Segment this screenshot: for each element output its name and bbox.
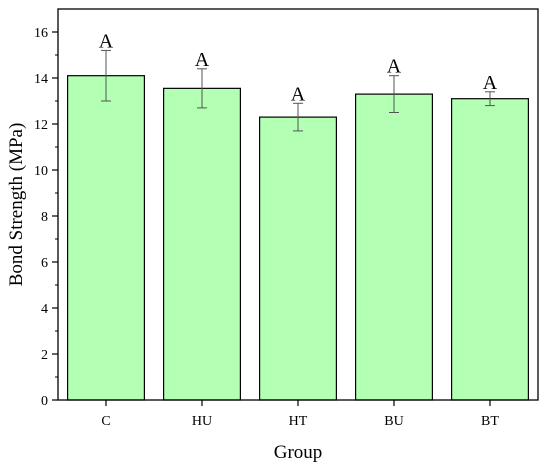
x-tick-label-HU: HU bbox=[192, 414, 212, 429]
y-axis-title: Bond Strength (MPa) bbox=[6, 123, 27, 287]
y-tick-label-14: 14 bbox=[34, 72, 48, 87]
x-axis-ticks: C HU HT BU BT bbox=[101, 400, 499, 429]
bar-BT bbox=[451, 98, 530, 401]
bar-HU bbox=[163, 87, 242, 401]
x-tick-label-HT: HT bbox=[289, 414, 308, 429]
y-tick-label-2: 2 bbox=[41, 348, 48, 363]
y-tick-label-16: 16 bbox=[34, 26, 48, 41]
x-tick-label-C: C bbox=[101, 414, 110, 429]
y-tick-label-4: 4 bbox=[41, 302, 48, 317]
significance-labels-layer: A A A A A bbox=[99, 30, 498, 105]
y-axis-ticks: 0 2 4 6 8 10 12 14 16 bbox=[34, 26, 58, 409]
y-tick-label-0: 0 bbox=[41, 394, 48, 409]
x-tick-label-BT: BT bbox=[481, 414, 499, 429]
y-tick-label-6: 6 bbox=[41, 256, 48, 271]
bar-HT bbox=[259, 116, 338, 401]
error-bars-layer bbox=[101, 49, 495, 132]
x-tick-label-BU: BU bbox=[384, 414, 403, 429]
significance-label-HT: A bbox=[291, 83, 306, 105]
y-tick-label-12: 12 bbox=[34, 118, 48, 133]
bar-C bbox=[66, 75, 146, 401]
significance-label-HU: A bbox=[195, 49, 210, 71]
bar-BU bbox=[355, 93, 434, 401]
x-axis-title: Group bbox=[274, 442, 323, 463]
significance-label-BU: A bbox=[387, 56, 402, 78]
plot-frame bbox=[57, 8, 539, 401]
y-tick-label-8: 8 bbox=[41, 210, 48, 225]
y-tick-label-10: 10 bbox=[34, 164, 48, 179]
significance-label-BT: A bbox=[483, 72, 498, 94]
significance-label-C: A bbox=[99, 30, 114, 52]
